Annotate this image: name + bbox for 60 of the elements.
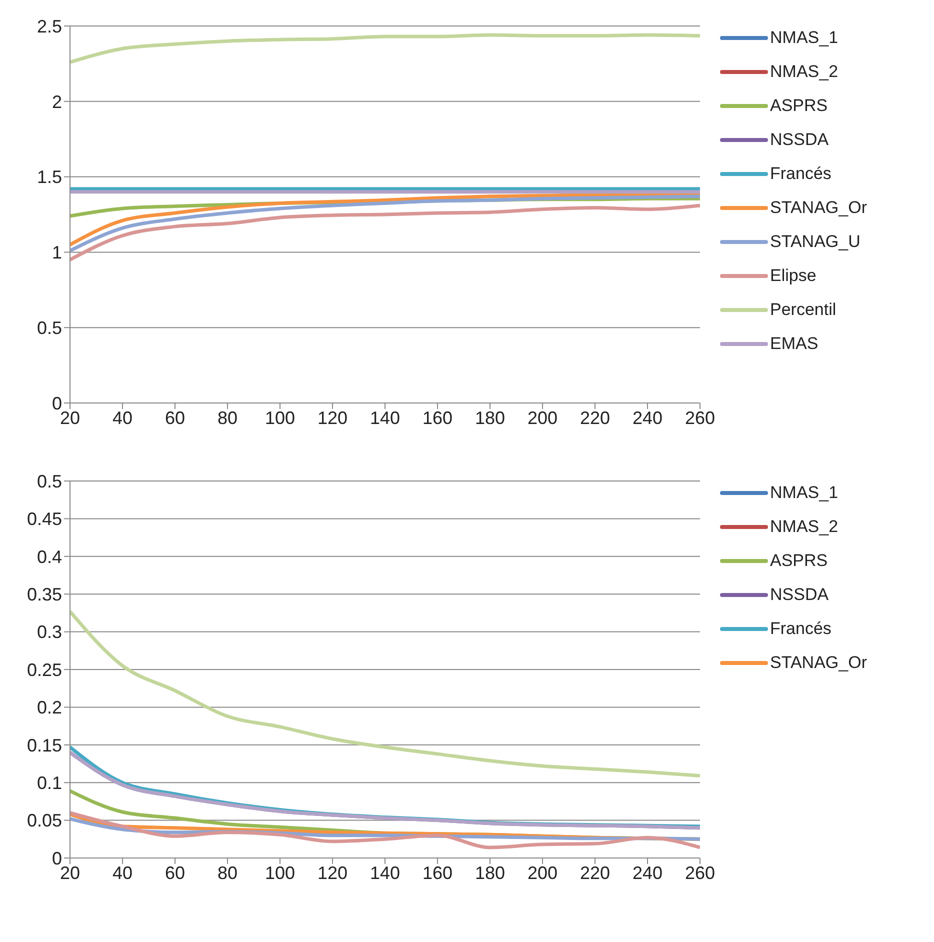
legend-label: NMAS_1 [770,28,838,48]
x-tick-label: 160 [422,862,453,883]
y-tick-label: 0.45 [26,509,62,530]
y-tick-label: 2 [52,92,62,112]
legend-label: ASPRS [770,96,828,116]
x-tick-label: 40 [112,862,133,883]
y-tick-label: 0 [52,848,62,868]
line-series [70,33,700,64]
x-tick-label: 240 [632,408,663,428]
legend-label: STANAG_Or [770,653,867,673]
x-tick-label: 180 [474,408,506,428]
y-tick-label: 0.3 [36,622,62,642]
y-tick-label: 0 [52,393,62,414]
x-tick-label: 180 [474,862,506,883]
y-tick-label: 0.05 [26,810,62,831]
x-tick-label: 60 [164,862,186,883]
x-tick-label: 220 [580,862,610,883]
x-tick-label: 60 [164,408,186,428]
x-tick-label: 160 [422,408,453,428]
legend-label: NMAS_2 [770,517,838,537]
x-tick-label: 140 [370,408,400,428]
y-tick-label: 0.1 [36,772,62,793]
x-tick-label: 260 [684,408,716,428]
legend-label: ASPRS [770,551,828,571]
legend-label: NSSDA [770,585,829,605]
x-tick-label: 20 [60,408,80,428]
y-tick-label: 0.5 [36,471,62,492]
x-tick-label: 100 [264,862,296,883]
legend-label: NMAS_2 [770,62,838,82]
y-tick-label: 2.5 [36,16,62,36]
x-tick-label: 200 [527,408,558,428]
y-tick-label: 0.25 [26,660,62,680]
x-tick-label: 20 [60,862,80,883]
legend-label: STANAG_U [770,232,860,252]
y-tick-label: 0.35 [26,584,62,604]
x-tick-label: 100 [264,408,296,428]
legend-label: Francés [770,164,832,184]
legend-label: Percentil [770,300,836,320]
legend-label: EMAS [770,334,818,354]
x-tick-label: 80 [217,408,238,428]
legend-label: STANAG_Or [770,198,867,218]
y-tick-label: 1.5 [36,167,62,188]
legend-label: NSSDA [770,130,829,150]
x-tick-label: 40 [112,408,133,428]
y-tick-label: 0.4 [36,546,62,567]
y-tick-label: 0.5 [36,318,62,338]
x-tick-label: 120 [317,408,348,428]
legend-label: NMAS_1 [770,483,838,503]
x-tick-label: 260 [684,862,716,883]
x-tick-label: 200 [527,862,558,883]
x-tick-label: 120 [317,862,348,883]
y-tick-label: 1 [52,242,62,263]
x-tick-label: 240 [632,862,663,883]
x-tick-label: 220 [580,408,610,428]
x-tick-label: 80 [217,862,238,883]
legend-label: Francés [770,619,832,639]
x-tick-label: 140 [370,862,400,883]
legend-label: Elipse [770,266,816,286]
y-tick-label: 0.2 [36,698,62,718]
y-tick-label: 0.15 [26,735,62,756]
